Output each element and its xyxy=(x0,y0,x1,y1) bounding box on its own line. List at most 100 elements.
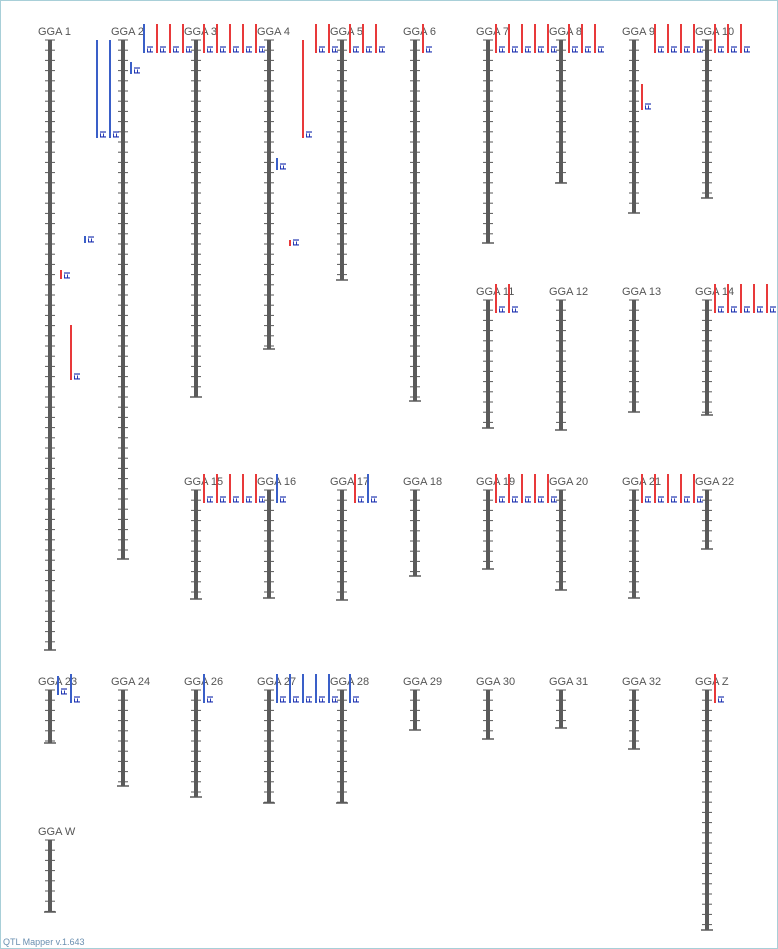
qtl-label: FI xyxy=(670,46,679,53)
qtl-label: FI xyxy=(550,496,559,503)
qtl-label: FI xyxy=(357,496,366,503)
qtl-label: FI xyxy=(112,131,121,138)
qtl-label: FI xyxy=(756,306,765,313)
qtl-label: FI xyxy=(331,696,340,703)
chromosome-label: GGA 5 xyxy=(330,26,363,38)
qtl-label: FI xyxy=(524,496,533,503)
qtl-label: FI xyxy=(331,46,340,53)
qtl-label: FI xyxy=(232,46,241,53)
qtl-label: FI xyxy=(511,496,520,503)
qtl-label: FI xyxy=(717,306,726,313)
qtl-label: FI xyxy=(159,46,168,53)
qtl-label: FI xyxy=(597,46,606,53)
qtl-label: FI xyxy=(73,696,82,703)
qtl-label: FI xyxy=(550,46,559,53)
chromosome-label: GGA 4 xyxy=(257,26,290,38)
chromosome-label: GGA 13 xyxy=(622,286,661,298)
qtl-label: FI xyxy=(245,496,254,503)
qtl-label: FI xyxy=(696,496,705,503)
qtl-label: FI xyxy=(717,46,726,53)
qtl-label: FI xyxy=(696,46,705,53)
qtl-label: FI xyxy=(146,46,155,53)
chromosome-label: GGA 29 xyxy=(403,676,442,688)
qtl-label: FI xyxy=(206,46,215,53)
qtl-label: FI xyxy=(352,696,361,703)
chromosome-label: GGA 3 xyxy=(184,26,217,38)
qtl-label: FI xyxy=(206,696,215,703)
qtl-label: FI xyxy=(378,46,387,53)
chromosome-label: GGA 18 xyxy=(403,476,442,488)
chromosome-label: GGA 24 xyxy=(111,676,150,688)
qtl-label: FI xyxy=(524,46,533,53)
qtl-label: FI xyxy=(498,306,507,313)
qtl-label: FI xyxy=(245,46,254,53)
qtl-label: FI xyxy=(498,46,507,53)
qtl-label: FI xyxy=(292,239,301,246)
qtl-label: FI xyxy=(172,46,181,53)
chromosome-label: GGA Z xyxy=(695,676,729,688)
qtl-label: FI xyxy=(206,496,215,503)
qtl-label: FI xyxy=(63,272,72,279)
qtl-label: FI xyxy=(730,306,739,313)
qtl-label: FI xyxy=(657,46,666,53)
qtl-label: FI xyxy=(258,46,267,53)
qtl-label: FI xyxy=(232,496,241,503)
qtl-label: FI xyxy=(537,496,546,503)
qtl-label: FI xyxy=(769,306,778,313)
qtl-label: FI xyxy=(292,696,301,703)
qtl-label: FI xyxy=(279,163,288,170)
qtl-label: FI xyxy=(717,696,726,703)
qtl-label: FI xyxy=(219,46,228,53)
qtl-label: FI xyxy=(511,306,520,313)
chromosome-label: GGA 2 xyxy=(111,26,144,38)
qtl-label: FI xyxy=(370,496,379,503)
qtl-label: FI xyxy=(644,496,653,503)
chromosome-label: GGA 7 xyxy=(476,26,509,38)
qtl-label: FI xyxy=(584,46,593,53)
chromosome-label: GGA 30 xyxy=(476,676,515,688)
qtl-label: FI xyxy=(657,496,666,503)
chromosome-label: GGA 8 xyxy=(549,26,582,38)
qtl-label: FI xyxy=(133,67,142,74)
qtl-label: FI xyxy=(498,496,507,503)
qtl-label: FI xyxy=(571,46,580,53)
qtl-label: FI xyxy=(73,373,82,380)
qtl-label: FI xyxy=(683,46,692,53)
chromosome-label: GGA 12 xyxy=(549,286,588,298)
qtl-label: FI xyxy=(743,46,752,53)
chromosome-label: GGA W xyxy=(38,826,76,838)
chromosome-label: GGA 9 xyxy=(622,26,655,38)
qtl-label: FI xyxy=(511,46,520,53)
qtl-label: FI xyxy=(644,103,653,110)
qtl-label: FI xyxy=(425,46,434,53)
chromosome-label: GGA 6 xyxy=(403,26,436,38)
qtl-label: FI xyxy=(87,236,96,243)
chromosome-label: GGA 22 xyxy=(695,476,734,488)
qtl-label: FI xyxy=(743,306,752,313)
qtl-label: FI xyxy=(670,496,679,503)
chromosome-label: GGA 20 xyxy=(549,476,588,488)
qtl-label: FI xyxy=(279,696,288,703)
qtl-label: FI xyxy=(258,496,267,503)
qtl-label: FI xyxy=(219,496,228,503)
qtl-label: FI xyxy=(537,46,546,53)
qtl-label: FI xyxy=(185,46,194,53)
chromosome-label: GGA 31 xyxy=(549,676,588,688)
qtl-label: FI xyxy=(305,696,314,703)
qtl-label: FI xyxy=(318,696,327,703)
chromosome-label: GGA 1 xyxy=(38,26,71,38)
chromosome-label: GGA 17 xyxy=(330,476,369,488)
qtl-label: FI xyxy=(60,688,69,695)
chromosome-label: GGA 32 xyxy=(622,676,661,688)
qtl-label: FI xyxy=(365,46,374,53)
qtl-label: FI xyxy=(683,496,692,503)
qtl-label: FI xyxy=(305,131,314,138)
qtl-label: FI xyxy=(99,131,108,138)
qtl-label: FI xyxy=(279,496,288,503)
footer: QTL Mapper v.1.643 xyxy=(3,937,85,947)
qtl-label: FI xyxy=(352,46,361,53)
qtl-label: FI xyxy=(318,46,327,53)
qtl-label: FI xyxy=(730,46,739,53)
